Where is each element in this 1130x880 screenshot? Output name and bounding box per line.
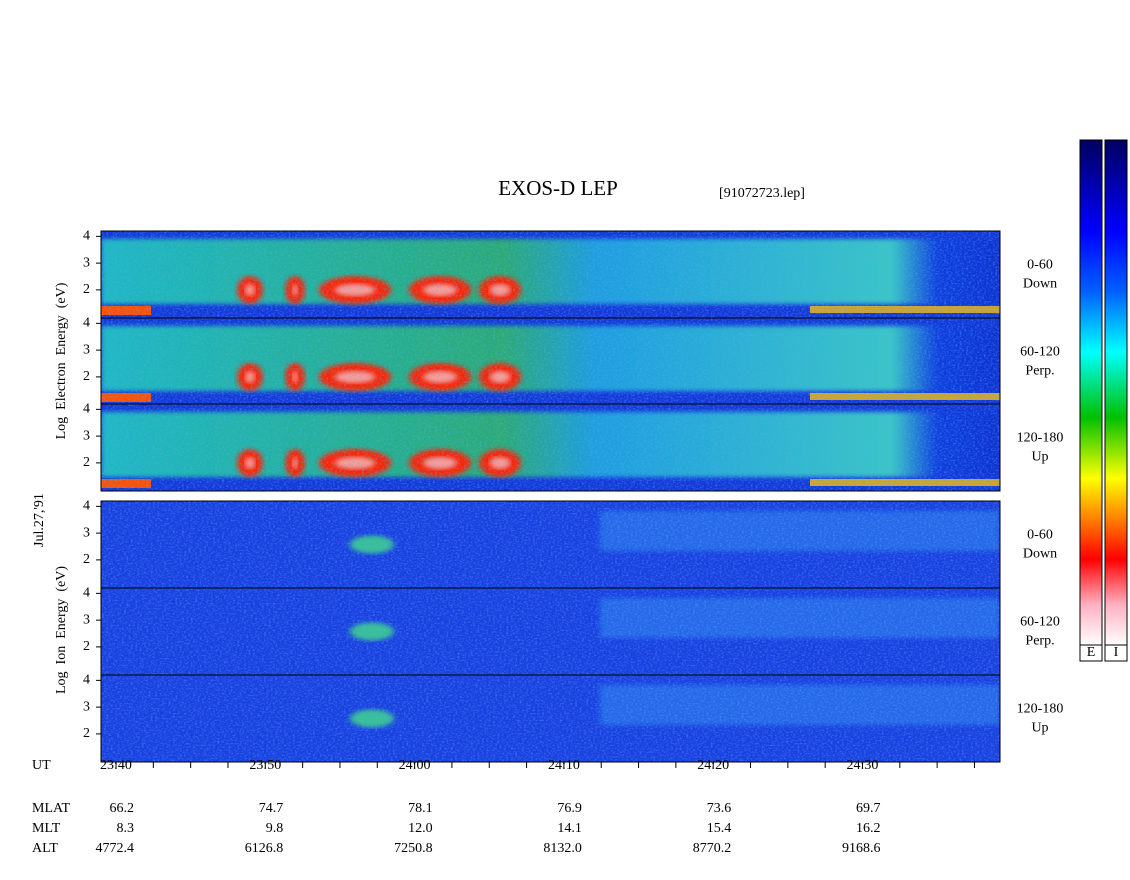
ephemeris-value: 4772.4: [96, 841, 135, 856]
y-tick-label: 3: [83, 525, 90, 540]
spectrogram: [100, 230, 1001, 319]
file-name: [91072723.lep]: [719, 186, 805, 201]
time-label: 23:40: [100, 758, 132, 773]
ephemeris-value: 76.9: [557, 801, 582, 816]
spectrogram-panels: [100, 230, 1001, 763]
ephemeris-value: 74.7: [259, 801, 284, 816]
y-tick-label: 3: [83, 699, 90, 714]
panel-angle: 120-180: [1017, 702, 1064, 717]
noise: [101, 404, 1000, 491]
ephemeris-value: 16.2: [856, 821, 881, 836]
spectrogram-image: [101, 588, 1000, 675]
panel-angle: 60-120: [1020, 615, 1060, 630]
ephemeris-value: 7250.8: [394, 841, 433, 856]
time-label: 24:00: [399, 758, 431, 773]
y-tick-label: 2: [83, 455, 90, 470]
ephemeris-value: 12.0: [408, 821, 433, 836]
ephemeris-value: 69.7: [856, 801, 881, 816]
row-name: ALT: [32, 841, 58, 856]
spectrogram: [100, 587, 1001, 676]
colorbar-electron: [1079, 139, 1103, 646]
electron-axis-label: Log Electron Energy (eV): [54, 282, 69, 439]
spectrogram-image: [101, 501, 1000, 588]
colorbar-label-box: [1104, 644, 1128, 662]
noise: [101, 318, 1000, 405]
spectrogram-image: [101, 404, 1000, 491]
ephemeris-value: 9168.6: [842, 841, 881, 856]
colorbar-label-box: [1079, 644, 1103, 662]
ephemeris-value: 14.1: [557, 821, 582, 836]
ion-axis-label: Log Ion Energy (eV): [54, 566, 69, 694]
y-tick-label: 4: [83, 586, 90, 601]
y-tick-label: 2: [83, 369, 90, 384]
ephemeris-value: 9.8: [266, 821, 284, 836]
colorbar-label: E: [1087, 645, 1096, 660]
ephemeris-value: 78.1: [408, 801, 433, 816]
ephemeris-value: 6126.8: [245, 841, 284, 856]
spectrogram: [100, 317, 1001, 406]
panel-angle: 120-180: [1017, 431, 1064, 446]
spectrogram-image: [101, 675, 1000, 762]
y-tick-label: 2: [83, 282, 90, 297]
spectrogram-image: [101, 231, 1000, 318]
time-label: 24:20: [697, 758, 729, 773]
title: EXOS-D LEP: [498, 176, 618, 200]
ephemeris-value: 8.3: [117, 821, 135, 836]
y-tick-label: 3: [83, 255, 90, 270]
row-name: MLT: [32, 821, 61, 836]
ephemeris-value: 66.2: [110, 801, 135, 816]
row-name: UT: [32, 758, 51, 773]
y-tick-label: 3: [83, 612, 90, 627]
y-tick-label: 4: [83, 402, 90, 417]
panel-direction: Perp.: [1025, 634, 1054, 649]
colorbar-label: I: [1114, 645, 1119, 660]
date-label: Jul.27,'91: [32, 493, 47, 547]
panel-angle: 0-60: [1027, 258, 1053, 273]
spectrogram: [100, 674, 1001, 763]
panel-angle: 0-60: [1027, 528, 1053, 543]
time-label: 23:50: [249, 758, 281, 773]
noise: [101, 231, 1000, 318]
y-tick-label: 4: [83, 673, 90, 688]
noise: [101, 675, 1000, 762]
panel-direction: Perp.: [1025, 364, 1054, 379]
ephemeris-value: 8132.0: [543, 841, 582, 856]
panel-direction: Down: [1023, 277, 1057, 292]
spectrogram-image: [101, 318, 1000, 405]
y-tick-label: 2: [83, 552, 90, 567]
spectrogram: [100, 500, 1001, 589]
panel-direction: Up: [1031, 721, 1048, 736]
panel-direction: Down: [1023, 547, 1057, 562]
panel-direction: Up: [1031, 450, 1048, 465]
spectrogram: [100, 403, 1001, 492]
time-label: 24:30: [847, 758, 879, 773]
ephemeris-value: 15.4: [707, 821, 732, 836]
panel-frame: [100, 403, 1001, 492]
ephemeris-value: 73.6: [707, 801, 732, 816]
noise: [101, 588, 1000, 675]
time-label: 24:10: [548, 758, 580, 773]
noise: [101, 501, 1000, 588]
ephemeris-value: 8770.2: [693, 841, 732, 856]
y-tick-label: 2: [83, 726, 90, 741]
y-tick-label: 2: [83, 639, 90, 654]
y-tick-label: 3: [83, 342, 90, 357]
y-tick-label: 4: [83, 316, 90, 331]
y-tick-label: 4: [83, 229, 90, 244]
colorbar-ion: [1104, 139, 1128, 646]
y-tick-label: 3: [83, 428, 90, 443]
panel-angle: 60-120: [1020, 345, 1060, 360]
y-tick-label: 4: [83, 499, 90, 514]
row-name: MLAT: [32, 801, 71, 816]
axes: 2 3 4 0-60 Down 2 3 4 60-120 Perp. 2 3 4 120-180 Up 2 3 4…: [32, 229, 1063, 857]
